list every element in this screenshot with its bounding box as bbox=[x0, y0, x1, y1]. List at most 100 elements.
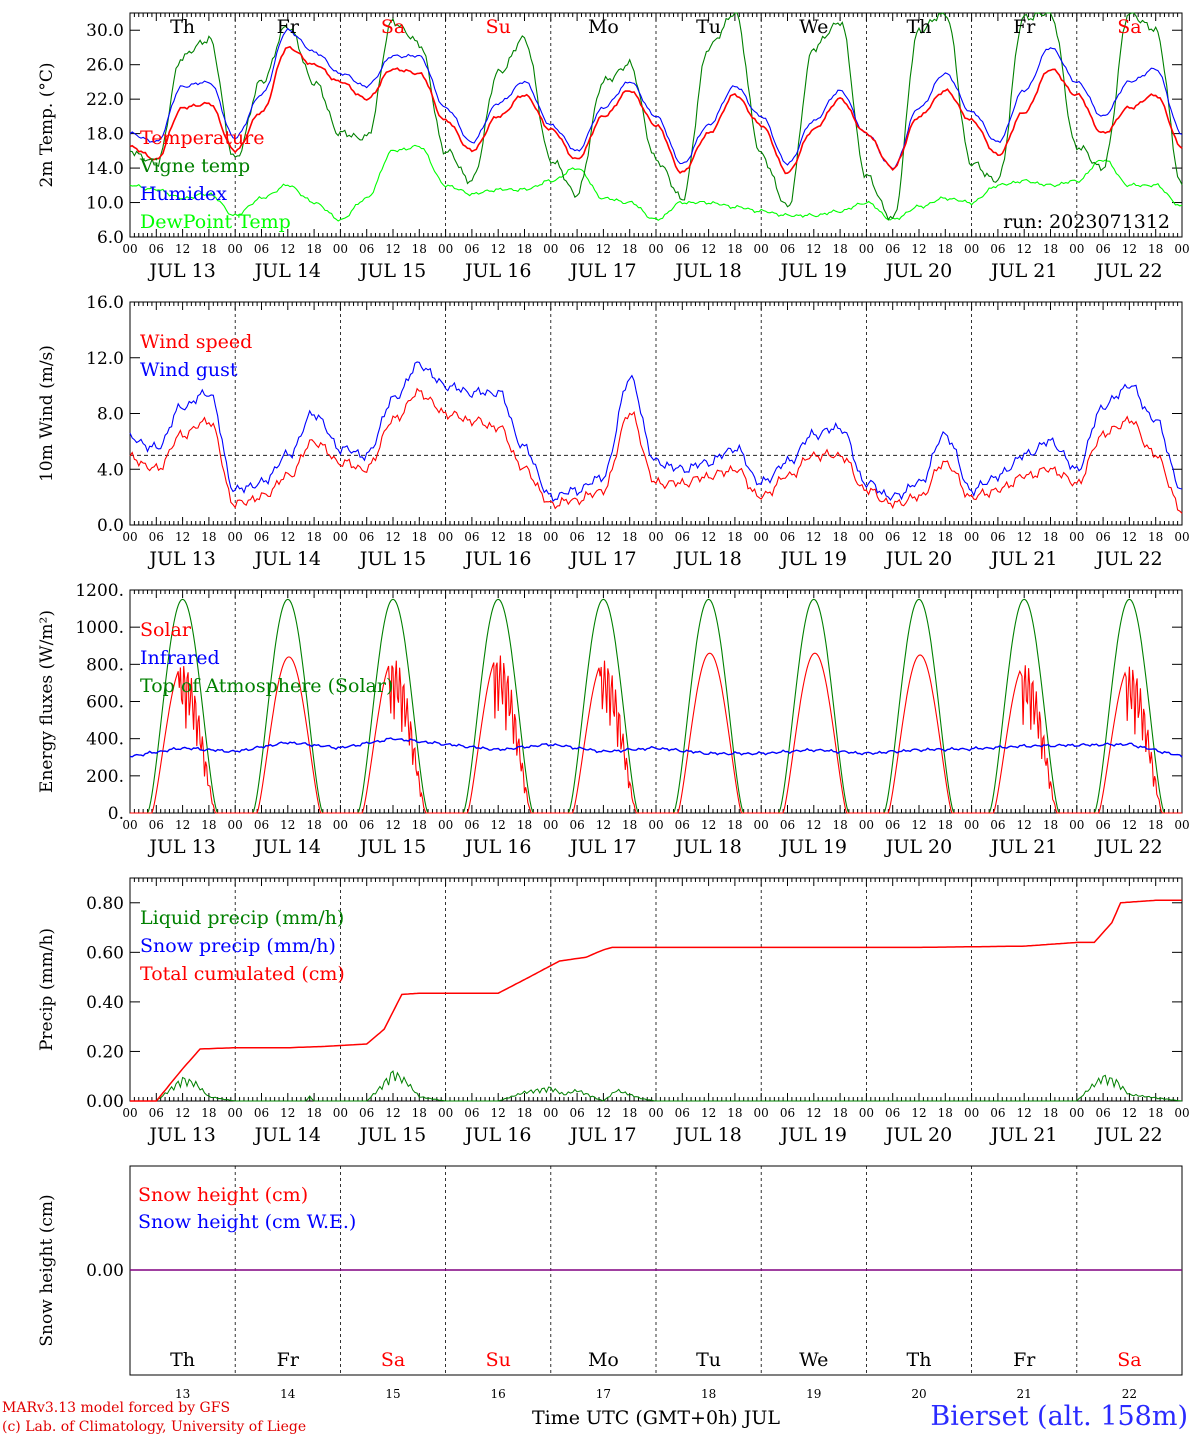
hour-tick-label: 00 bbox=[1069, 242, 1084, 256]
date-label: JUL 22 bbox=[1094, 1124, 1162, 1146]
hour-tick-label: 06 bbox=[780, 1106, 795, 1120]
y-tick-label: 800. bbox=[86, 655, 124, 675]
date-label: JUL 16 bbox=[463, 836, 531, 858]
weekday-label: Th bbox=[907, 16, 932, 38]
weekday-label: Fr bbox=[1013, 16, 1036, 38]
hour-tick-label: 00 bbox=[333, 1106, 348, 1120]
hour-tick-label: 18 bbox=[832, 1106, 847, 1120]
day-number-label: 19 bbox=[806, 1387, 821, 1401]
panel-frame-2 bbox=[129, 301, 1183, 526]
hour-tick-label: 00 bbox=[964, 818, 979, 832]
hour-tick-label: 18 bbox=[938, 818, 953, 832]
hour-tick-label: 06 bbox=[885, 818, 900, 832]
date-label: JUL 16 bbox=[463, 260, 531, 282]
y-tick-label: 8.0 bbox=[97, 405, 124, 425]
y-tick-label: 200. bbox=[86, 767, 124, 787]
hour-tick-label: 06 bbox=[780, 530, 795, 544]
y-tick-label: 600. bbox=[86, 693, 124, 713]
hour-tick-label: 00 bbox=[1174, 818, 1189, 832]
hour-tick-label: 00 bbox=[648, 1106, 663, 1120]
day-number-label: 15 bbox=[385, 1387, 400, 1401]
hour-tick-label: 12 bbox=[911, 242, 926, 256]
hour-tick-label: 12 bbox=[806, 242, 821, 256]
weekday-label: Th bbox=[170, 16, 195, 38]
legend-entry: Wind gust bbox=[140, 359, 238, 381]
hour-tick-label: 00 bbox=[648, 530, 663, 544]
hour-tick-label: 12 bbox=[175, 1106, 190, 1120]
hour-tick-label: 12 bbox=[701, 818, 716, 832]
date-label: JUL 22 bbox=[1094, 260, 1162, 282]
hour-tick-label: 06 bbox=[1095, 818, 1110, 832]
y-tick-label: 16.0 bbox=[86, 293, 124, 313]
hour-tick-label: 18 bbox=[517, 242, 532, 256]
hour-tick-label: 06 bbox=[780, 242, 795, 256]
weekday-label: Fr bbox=[277, 1349, 300, 1371]
hour-tick-label: 00 bbox=[1069, 1106, 1084, 1120]
hour-tick-label: 18 bbox=[1148, 242, 1163, 256]
hour-tick-label: 12 bbox=[491, 242, 506, 256]
hour-tick-label: 06 bbox=[359, 1106, 374, 1120]
y-tick-label: 22.0 bbox=[86, 90, 124, 110]
hour-tick-label: 18 bbox=[1148, 1106, 1163, 1120]
hour-tick-label: 00 bbox=[543, 1106, 558, 1120]
hour-tick-label: 12 bbox=[911, 1106, 926, 1120]
hour-tick-label: 12 bbox=[1017, 1106, 1032, 1120]
hour-tick-label: 06 bbox=[359, 242, 374, 256]
date-label: JUL 15 bbox=[358, 260, 426, 282]
hour-tick-label: 18 bbox=[832, 818, 847, 832]
weekday-label: Th bbox=[170, 1349, 195, 1371]
hour-tick-label: 06 bbox=[675, 1106, 690, 1120]
y-tick-label: 18.0 bbox=[86, 125, 124, 145]
date-label: JUL 16 bbox=[463, 548, 531, 570]
date-label: JUL 18 bbox=[673, 1124, 741, 1146]
hour-tick-label: 18 bbox=[306, 1106, 321, 1120]
x-axis-title: Time UTC (GMT+0h) JUL bbox=[532, 1407, 780, 1429]
hour-tick-label: 00 bbox=[1174, 1106, 1189, 1120]
date-label: JUL 13 bbox=[147, 1124, 215, 1146]
date-label: JUL 18 bbox=[673, 260, 741, 282]
hour-tick-label: 00 bbox=[122, 818, 137, 832]
hour-tick-label: 06 bbox=[885, 530, 900, 544]
hour-tick-label: 06 bbox=[464, 818, 479, 832]
day-number-label: 14 bbox=[280, 1387, 296, 1401]
hour-tick-label: 00 bbox=[122, 530, 137, 544]
hour-tick-label: 00 bbox=[859, 1106, 874, 1120]
y-tick-label: 4.0 bbox=[97, 460, 124, 480]
day-number-label: 21 bbox=[1017, 1387, 1032, 1401]
hour-tick-label: 18 bbox=[412, 818, 427, 832]
day-number-label: 20 bbox=[911, 1387, 926, 1401]
y-axis-label: Precip (mm/h) bbox=[37, 928, 57, 1051]
run-label: run: 2023071312 bbox=[1003, 211, 1170, 233]
legend-entry: Total cumulated (cm) bbox=[140, 963, 345, 985]
hour-tick-label: 06 bbox=[149, 818, 164, 832]
hour-tick-label: 18 bbox=[306, 242, 321, 256]
hour-tick-label: 12 bbox=[1122, 242, 1137, 256]
hour-tick-label: 12 bbox=[1122, 818, 1137, 832]
hour-tick-label: 06 bbox=[990, 818, 1005, 832]
y-tick-label: 0. bbox=[108, 804, 124, 824]
date-label: JUL 15 bbox=[358, 548, 426, 570]
weekday-label: Fr bbox=[277, 16, 300, 38]
weekday-label: Su bbox=[486, 1349, 511, 1371]
hour-tick-label: 00 bbox=[1174, 530, 1189, 544]
date-label: JUL 14 bbox=[253, 1124, 321, 1146]
hour-tick-label: 00 bbox=[859, 818, 874, 832]
hour-tick-label: 18 bbox=[201, 1106, 216, 1120]
hour-tick-label: 06 bbox=[990, 1106, 1005, 1120]
series-infrared bbox=[129, 737, 1183, 758]
date-label: JUL 20 bbox=[884, 1124, 952, 1146]
date-label: JUL 13 bbox=[147, 548, 215, 570]
hour-tick-label: 06 bbox=[569, 1106, 584, 1120]
legend-entry: Temperature bbox=[140, 127, 264, 149]
hour-tick-label: 12 bbox=[596, 242, 611, 256]
series-solar bbox=[130, 652, 1182, 814]
hour-tick-label: 06 bbox=[254, 530, 269, 544]
hour-tick-label: 18 bbox=[727, 530, 742, 544]
model-credit: MARv3.13 model forced by GFS bbox=[2, 1400, 231, 1416]
day-number-label: 17 bbox=[596, 1387, 611, 1401]
lab-credit: (c) Lab. of Climatology, University of L… bbox=[2, 1419, 307, 1435]
hour-tick-label: 18 bbox=[412, 530, 427, 544]
legend-entry: Infrared bbox=[140, 647, 220, 669]
hour-tick-label: 06 bbox=[464, 530, 479, 544]
